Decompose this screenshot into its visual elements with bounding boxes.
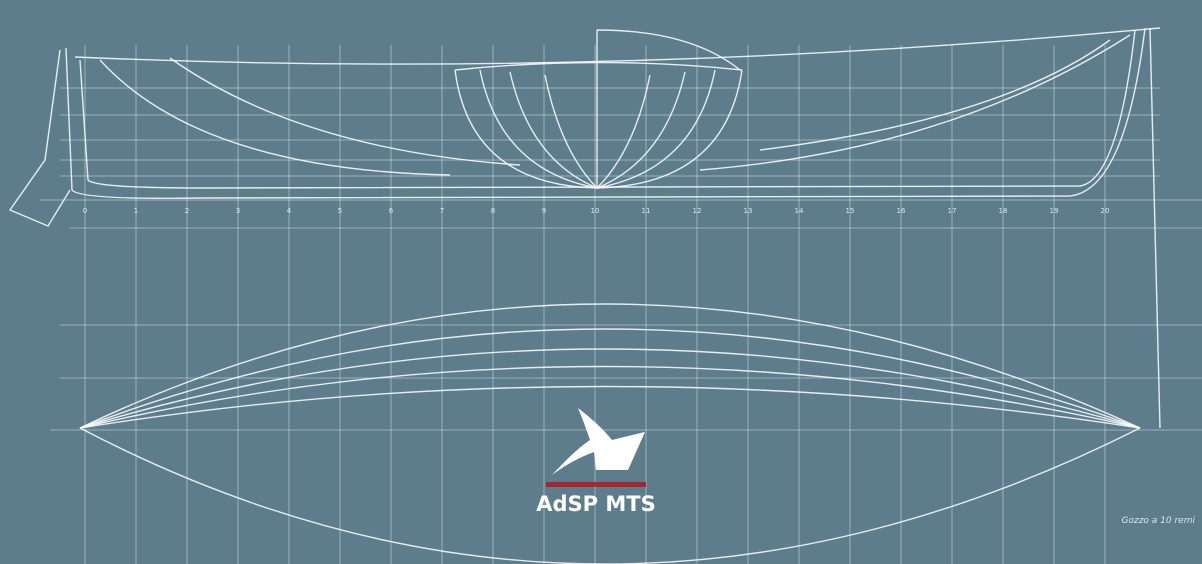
caption: Gozzo a 10 remi — [1122, 516, 1196, 526]
station-label: 12 — [693, 207, 702, 215]
station-label: 8 — [491, 207, 495, 215]
hull-lines — [8, 27, 1161, 564]
stations: 0 1 2 3 4 5 6 7 8 9 10 11 12 13 14 15 16 17 18 19 20 — [83, 207, 1110, 215]
station-label: 3 — [236, 207, 240, 215]
station-label: 2 — [185, 207, 189, 215]
logo-bar — [546, 482, 646, 487]
station-label: 11 — [642, 207, 651, 215]
station-label: 16 — [897, 207, 906, 215]
station-label: 6 — [389, 207, 394, 215]
station-label: 7 — [440, 207, 444, 215]
station-label: 14 — [795, 207, 804, 215]
station-label: 17 — [948, 207, 957, 215]
station-label: 4 — [287, 207, 292, 215]
logo-text: AdSP MTS — [536, 492, 655, 516]
station-label: 15 — [846, 207, 855, 215]
station-label: 19 — [1050, 207, 1059, 215]
station-label: 0 — [83, 207, 87, 215]
grid — [40, 45, 1202, 564]
logo: AdSP MTS — [536, 408, 656, 516]
station-label: 20 — [1101, 207, 1110, 215]
station-label: 1 — [134, 207, 138, 215]
logo-mark — [552, 408, 645, 475]
station-label: 9 — [542, 207, 546, 215]
station-label: 5 — [338, 207, 342, 215]
station-label: 13 — [744, 207, 753, 215]
station-label: 10 — [591, 207, 600, 215]
station-label: 18 — [999, 207, 1008, 215]
